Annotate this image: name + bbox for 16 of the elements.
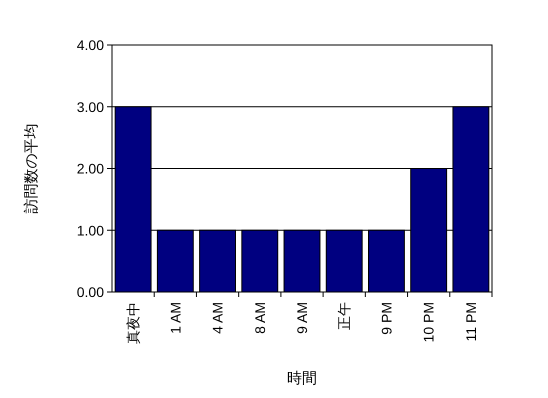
- y-tick-label: 2.00: [76, 160, 104, 176]
- x-tick-label: 真夜中: [125, 302, 142, 344]
- x-tick-label: 1 AM: [167, 302, 184, 334]
- x-tick-label: 4 AM: [210, 302, 226, 334]
- y-tick-label: 4.00: [76, 37, 104, 53]
- x-axis-title: 時間: [287, 370, 317, 387]
- x-tick-label: 9 PM: [378, 302, 394, 335]
- x-tick-label: 11 PM: [462, 302, 479, 342]
- x-tick-label: 8 AM: [252, 302, 268, 334]
- x-tick-label: 10 PM: [420, 302, 437, 342]
- x-tick-label: 正午: [336, 302, 352, 330]
- x-tick-label: 9 AM: [294, 302, 310, 334]
- y-axis-title: 訪問数の平均: [23, 124, 40, 214]
- y-tick-label: 3.00: [76, 98, 104, 115]
- y-tick-label: 0.00: [76, 284, 104, 300]
- y-tick-label: 1.00: [76, 222, 104, 238]
